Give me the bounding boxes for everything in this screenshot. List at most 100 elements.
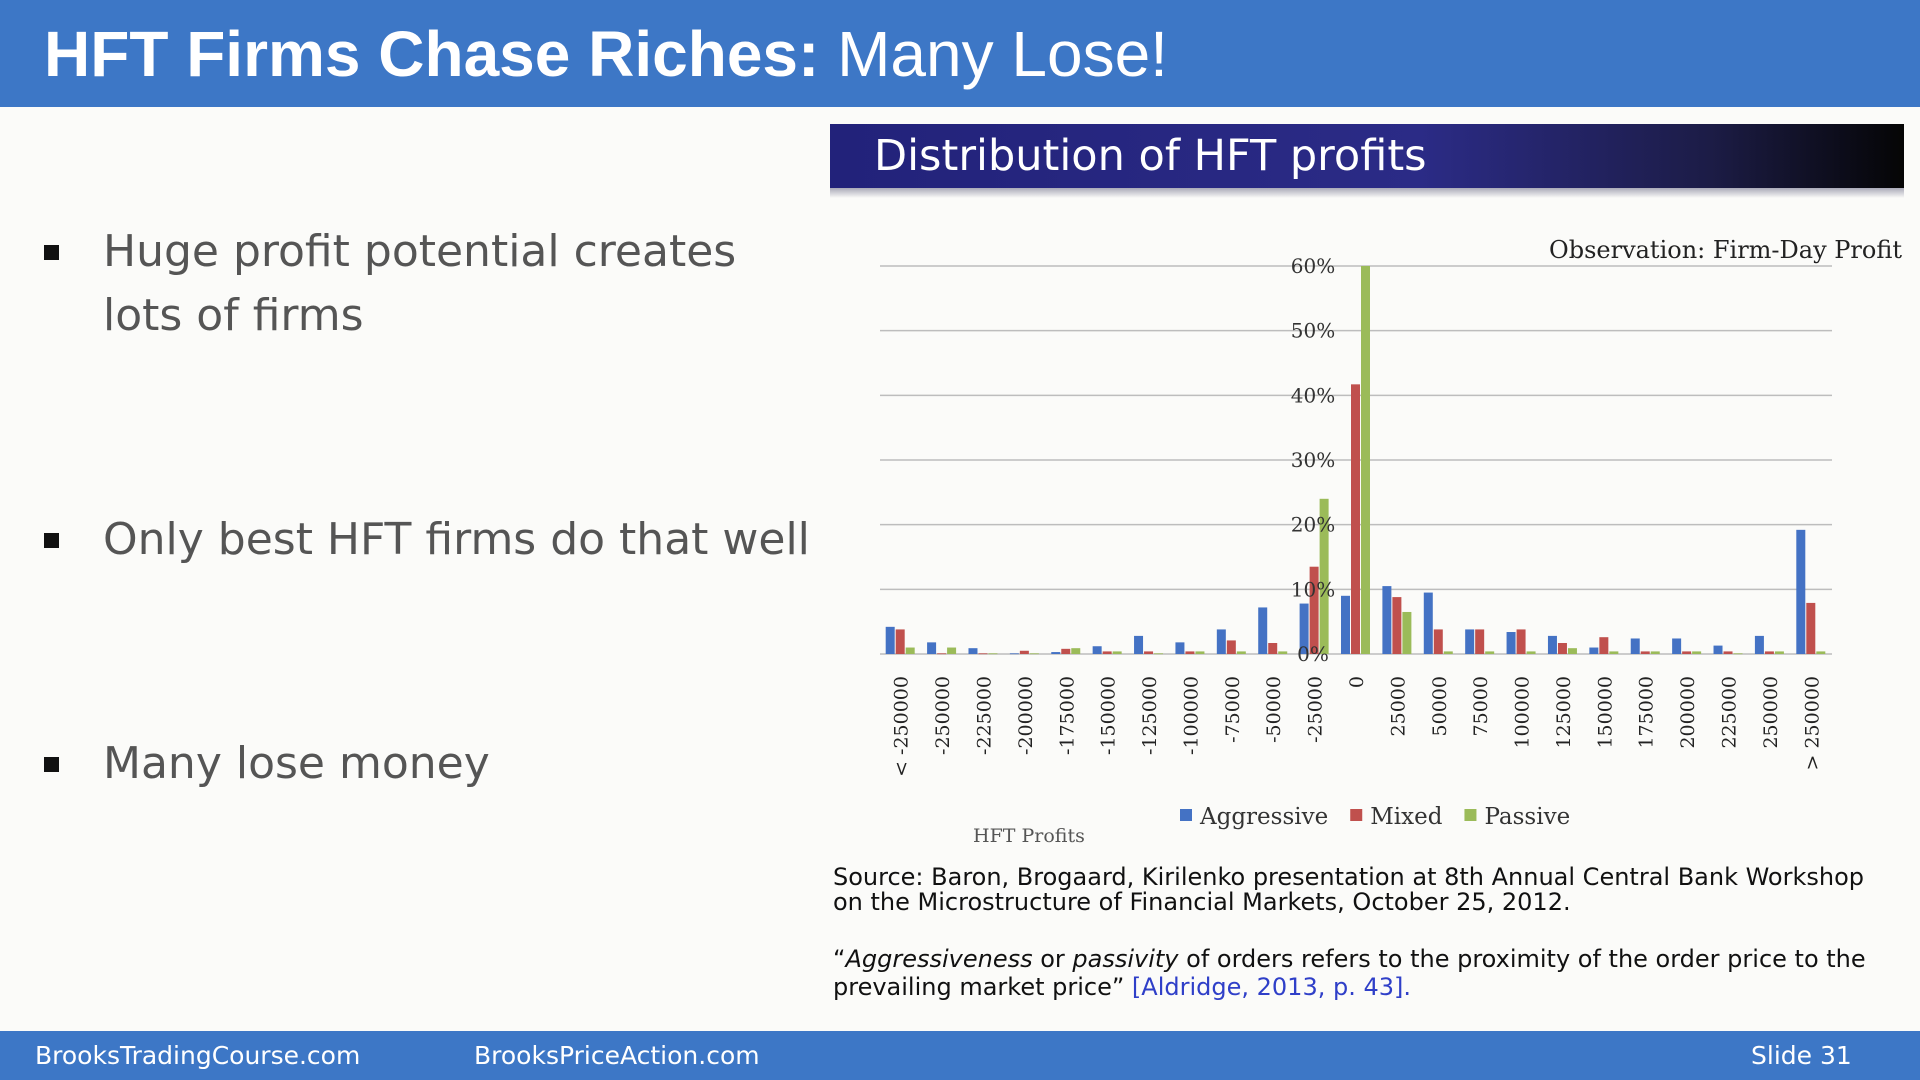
source-note: Source: Baron, Brogaard, Kirilenko prese… [833,863,1865,916]
legend-swatch [1464,809,1477,821]
bar-aggressive [1465,629,1475,654]
bullet-text: Huge profit potential creates [103,226,737,277]
bar-aggressive [1754,635,1764,654]
footer-left-link[interactable]: BrooksTradingCourse.com [35,1041,361,1070]
bar-aggressive [1672,638,1682,654]
bar-mixed [978,653,988,655]
bar-aggressive [927,642,937,654]
bullet-item: Only best HFT firms do that well [44,508,810,572]
x-tick-label: 25000 [1387,676,1409,736]
x-tick-label: -125000 [1139,676,1161,755]
bar-mixed [1144,651,1154,654]
x-tick-label: 200000 [1677,676,1699,749]
x-tick-label: 0 [1346,676,1368,688]
bar-mixed [1516,629,1526,654]
bar-aggressive [1258,607,1268,654]
x-tick-label: 250000 [1760,676,1782,749]
y-tick-label: 0% [1297,642,1329,666]
bar-aggressive [1589,647,1599,654]
bar-aggressive [1299,603,1309,654]
legend-swatch [1350,809,1363,821]
bar-aggressive [885,626,895,654]
bar-passive [1154,653,1164,655]
bar-aggressive [1009,653,1019,655]
bar-mixed [1226,640,1236,654]
bar-passive [1236,651,1246,654]
footer-center-link[interactable]: BrooksPriceAction.com [474,1041,760,1070]
x-tick-label: 125000 [1553,676,1575,749]
x-tick-label: -225000 [973,676,995,755]
x-axis-label: HFT Profits [973,825,1085,847]
x-tick-label: 225000 [1719,676,1741,749]
x-tick-label: -75000 [1222,676,1244,743]
bar-aggressive [1713,645,1723,654]
bar-mixed [1392,597,1402,654]
chart-title: Observation: Firm-Day Profit [1549,236,1902,264]
bar-mixed [1723,651,1733,654]
bar-passive [1402,611,1412,654]
y-tick-label: 60% [1291,254,1335,278]
bar-mixed [1640,651,1650,654]
chart-header-shadow [830,188,1904,198]
bar-passive [1609,651,1619,654]
bar-aggressive [1175,642,1185,654]
bar-aggressive [1341,595,1350,654]
bullet-item: Huge profit potential creates lots of fi… [44,220,736,348]
bar-passive [1650,651,1660,654]
bar-passive [1029,653,1039,655]
bar-mixed [1268,643,1278,654]
x-tick-label: -150000 [1098,676,1120,755]
y-tick-label: 40% [1291,383,1335,407]
bar-aggressive [1216,629,1226,654]
x-tick-label: -50000 [1263,676,1285,743]
bar-aggressive [1547,635,1557,654]
y-tick-label: 30% [1291,448,1335,472]
bar-passive [1195,651,1205,654]
x-tick-label: -25000 [1305,676,1327,743]
quote-emphasis-2: passivity [1072,945,1179,973]
legend-swatch [1180,809,1192,821]
x-tick-label: -100000 [1180,676,1202,755]
bar-aggressive [968,648,978,654]
bar-passive [1567,648,1577,654]
bar-passive [1112,651,1122,654]
x-tick-label: 75000 [1470,676,1492,736]
quote-end: . [1403,973,1412,1001]
quote-emphasis-1: Aggressiveness [845,945,1033,973]
quote-note: “Aggressiveness or passivity of orders r… [833,945,1893,1001]
x-tick-label: 175000 [1636,676,1658,749]
bar-mixed [1309,566,1319,654]
y-tick-label: 50% [1291,319,1335,343]
bar-aggressive [1630,638,1640,654]
bar-mixed [1682,651,1692,654]
bar-aggressive [1423,592,1433,654]
bullet-text: Only best HFT firms do that well [103,514,810,565]
legend-label: Mixed [1370,804,1442,830]
bar-aggressive [1796,529,1806,654]
y-tick-label: 10% [1291,577,1335,601]
x-tick-label: 50000 [1429,676,1451,736]
x-tick-label: 150000 [1594,676,1616,749]
slide-title-rest: Many Lose! [819,18,1168,90]
bar-mixed [1061,648,1071,654]
bar-passive [1443,651,1453,654]
quote-body: of orders refers to the proximity of the… [833,945,1866,1001]
bar-passive [947,647,957,654]
x-tick-label: -175000 [1056,676,1078,755]
chart-header-title: Distribution of HFT profits [874,131,1427,181]
bar-mixed [1185,651,1195,654]
x-tick-labels: < -250000 -250000 -225000 -200000 -175000 -15… [891,676,1824,777]
slide-title-bold: HFT Firms Chase Riches: [44,18,820,90]
bar-passive [905,647,915,654]
legend-label: Aggressive [1199,804,1328,830]
bar-aggressive [1382,586,1392,654]
hft-profit-chart: 0%10%20%30%40%50%60% < -250000 -250000 -22… [880,236,1902,847]
quote-mid: or [1032,945,1073,973]
bar-passive [988,653,998,655]
bar-passive [1485,651,1495,654]
bar-passive [1733,653,1743,655]
y-tick-labels: 0% 10% 20% 30% 40% 50% 60% [1291,254,1335,666]
slide-title: HFT Firms Chase Riches: Many Lose! [44,14,1168,94]
bullet-text: lots of firms [103,290,364,341]
bar-mixed [1475,629,1485,654]
